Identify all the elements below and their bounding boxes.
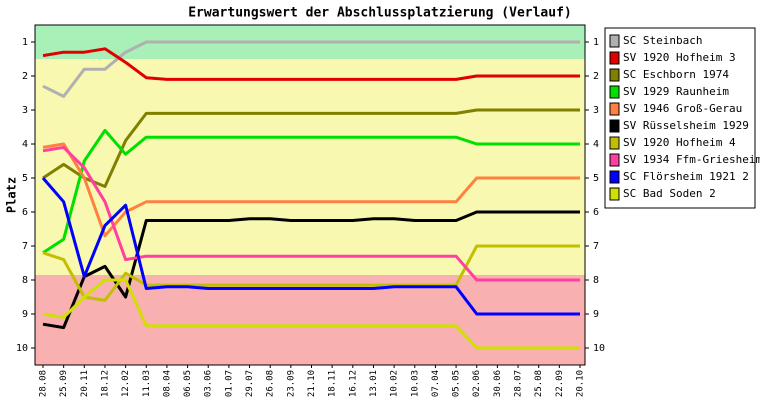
legend-swatch [609,136,620,150]
series-line [42,128,580,255]
x-tick-label: 10.02 [390,370,400,397]
x-tick-label: 05.05 [452,370,462,397]
legend [604,27,756,209]
y-tick-label: 6 [22,207,28,218]
x-tick-label: 25.09 [59,370,69,397]
plot-frame [34,24,586,366]
x-tick-label: 03.06 [204,370,214,397]
x-tick-label: 01.07 [224,370,234,397]
legend-swatch [609,68,620,82]
x-tick-label: 16.12 [348,370,358,397]
y-tick-label-right: 4 [593,139,599,150]
x-tick-label: 23.09 [286,370,296,397]
zone-middle [35,59,585,275]
legend-label: SC Steinbach [623,34,702,47]
y-tick-label-right: 5 [593,173,599,184]
y-tick-label-right: 2 [593,71,599,82]
y-tick-label: 3 [22,105,28,116]
series-line [42,244,580,302]
legend-label: SV 1920 Hofheim 4 [623,136,736,149]
x-tick-label: 22.09 [555,370,565,397]
x-tick-label: 08.04 [162,370,172,397]
chart-title: Erwartungswert der Abschlussplatzierung … [188,6,572,21]
x-tick-label: 13.01 [369,370,379,397]
x-tick-label: 07.04 [431,370,441,397]
y-tick-label: 7 [22,241,28,252]
y-tick-label: 9 [22,309,28,320]
y-tick-label: 2 [22,71,28,82]
legend-swatch [609,102,620,116]
y-tick-label-right: 9 [593,309,599,320]
y-tick-label-right: 10 [593,343,605,354]
x-tick-label: 12.02 [121,370,131,397]
x-tick-label: 21.10 [307,370,317,397]
series-line [42,108,580,188]
series-line [42,40,580,98]
y-axis-label: Platz [5,177,19,213]
y-tick-label-right: 6 [593,207,599,218]
legend-swatch [609,187,620,201]
series-line [42,278,580,350]
x-tick-label: 18.12 [100,370,110,397]
series-line [42,47,580,81]
y-tick-label-right: 8 [593,275,599,286]
x-tick-label: 11.03 [142,370,152,397]
legend-label: SV 1929 Raunheim [623,85,729,98]
legend-label: SV 1946 Groß-Gerau [623,102,742,115]
legend-label: SV Rüsselsheim 1929 [623,119,749,132]
x-tick-label: 28.08 [39,370,49,397]
legend-swatch [609,34,620,48]
y-tick-label: 1 [22,37,28,48]
legend-label: SV 1934 Ffm-Griesheim [623,153,760,166]
x-tick-label: 29.07 [245,370,255,397]
x-tick-label: 20.11 [80,370,90,397]
legend-swatch [609,85,620,99]
legend-label: SC Bad Soden 2 [623,187,716,200]
y-tick-label-right: 3 [593,105,599,116]
legend-swatch [609,170,620,184]
x-tick-label: 02.06 [472,370,482,397]
x-tick-label: 18.11 [328,370,338,397]
legend-swatch [609,153,620,167]
y-tick-label: 8 [22,275,28,286]
legend-label: SC Flörsheim 1921 2 [623,170,749,183]
x-tick-label: 25.08 [534,370,544,397]
series-line [42,142,580,238]
legend-label: SV 1920 Hofheim 3 [623,51,736,64]
x-tick-label: 06.05 [183,370,193,397]
legend-swatch [609,51,620,65]
legend-label: SC Eschborn 1974 [623,68,729,81]
x-tick-label: 10.03 [410,370,420,397]
legend-swatch [609,119,620,133]
series-line [41,177,580,316]
y-tick-label: 4 [22,139,28,150]
x-tick-label: 30.06 [493,370,503,397]
x-tick-label: 20.10 [576,370,586,397]
y-tick-label: 10 [16,343,28,354]
x-tick-label: 28.07 [514,370,524,397]
y-tick-label: 5 [22,173,28,184]
y-tick-label-right: 1 [593,37,599,48]
x-tick-label: 26.08 [266,370,276,397]
y-tick-label-right: 7 [593,241,599,252]
series-line [42,145,580,282]
series-line [42,210,580,330]
